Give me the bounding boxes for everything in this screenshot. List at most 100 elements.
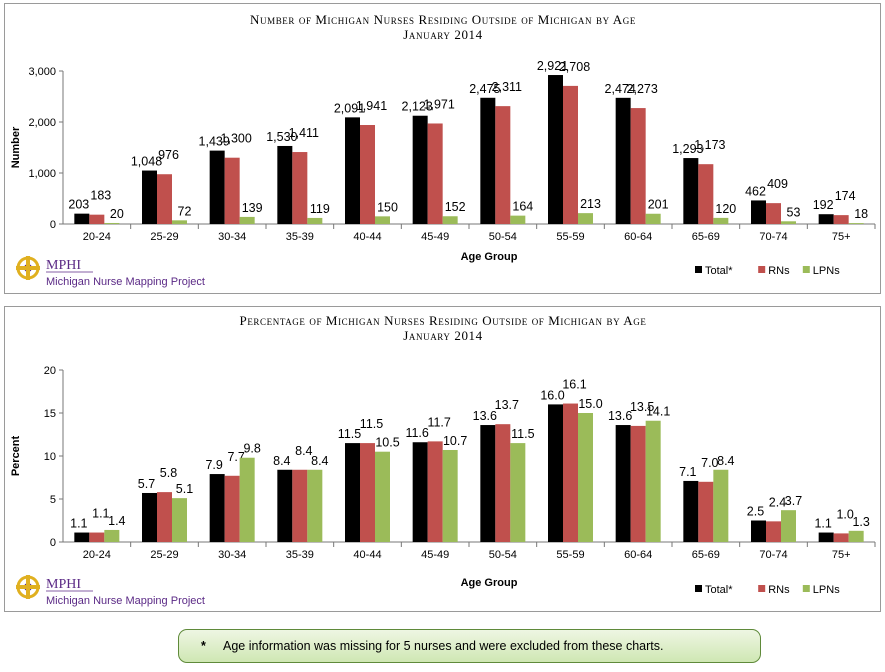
bar-total <box>142 170 157 224</box>
bar-rns <box>360 443 375 542</box>
data-label: 1,293 <box>672 142 703 156</box>
data-label: 1,971 <box>424 97 455 111</box>
data-label: 3.7 <box>785 494 802 508</box>
bar-lpns <box>307 217 323 224</box>
data-label: 2,475 <box>469 82 500 96</box>
data-label: 203 <box>68 198 89 212</box>
bar-rns <box>698 164 714 224</box>
data-label: 192 <box>813 198 834 212</box>
footnote-box: * Age information was missing for 5 nurs… <box>178 629 761 663</box>
bar-rns <box>292 152 308 224</box>
x-tick-label: 35-39 <box>286 549 314 561</box>
x-tick-label: 20-24 <box>83 549 111 561</box>
data-label: 976 <box>158 148 179 162</box>
bar-rns <box>427 441 443 542</box>
legend-swatch <box>758 266 766 273</box>
data-label: 2,273 <box>627 82 658 96</box>
footnote-text: Age information was missing for 5 nurses… <box>223 639 664 653</box>
y-tick-label: 1,000 <box>28 168 56 180</box>
data-label: 8.4 <box>273 454 290 468</box>
logo-name: MPHI <box>46 258 81 273</box>
data-label: 152 <box>445 200 466 214</box>
data-label: 139 <box>242 201 263 215</box>
x-tick-label: 65-69 <box>692 231 720 243</box>
x-tick-label: 20-24 <box>83 231 111 243</box>
x-tick-label: 45-49 <box>421 549 449 561</box>
bar-lpns <box>307 469 323 542</box>
bar-lpns <box>375 216 390 224</box>
bar-lpns <box>375 451 390 542</box>
bar-total <box>345 443 360 542</box>
data-label: 13.6 <box>473 409 497 423</box>
data-label: 2,474 <box>605 82 636 96</box>
x-tick-label: 70-74 <box>759 231 787 243</box>
bar-lpns <box>578 213 593 224</box>
bar-rns <box>630 425 646 542</box>
data-label: 213 <box>580 197 601 211</box>
bar-lpns <box>848 530 864 542</box>
bar-lpns <box>781 221 796 224</box>
y-tick-label: 15 <box>44 408 56 420</box>
data-label: 18 <box>854 207 868 221</box>
x-tick-label: 30-34 <box>218 549 246 561</box>
data-label: 1.1 <box>70 517 87 531</box>
bar-lpns <box>510 215 526 224</box>
legend-label: RNs <box>768 265 790 277</box>
bar-total <box>818 532 834 542</box>
data-label: 15.0 <box>578 397 602 411</box>
bar-total <box>209 150 225 224</box>
bar-total <box>751 520 766 542</box>
bar-lpns <box>172 220 187 224</box>
count-chart: Number of Michigan Nurses Residing Outsi… <box>10 12 876 288</box>
x-tick-label: 55-59 <box>556 231 584 243</box>
bar-rns <box>766 203 781 224</box>
logo-subtitle: Michigan Nurse Mapping Project <box>46 595 205 607</box>
logo-subtitle: Michigan Nurse Mapping Project <box>46 276 205 288</box>
logo-name: MPHI <box>46 577 81 592</box>
bar-rns <box>360 125 375 224</box>
bar-lpns <box>713 217 729 224</box>
data-label: 1,173 <box>694 138 725 152</box>
data-label: 20 <box>110 207 124 221</box>
data-label: 9.8 <box>243 442 260 456</box>
data-label: 7.0 <box>701 456 718 470</box>
bar-total <box>480 97 496 224</box>
bar-lpns <box>510 443 526 542</box>
x-tick-label: 70-74 <box>759 549 787 561</box>
bar-rns <box>766 521 781 542</box>
chart-title-line-1: Number of Michigan Nurses Residing Outsi… <box>250 12 636 27</box>
bar-total <box>345 117 360 224</box>
bar-lpns <box>442 449 458 542</box>
bar-lpns <box>848 223 864 224</box>
legend-label: Total* <box>705 584 733 596</box>
bar-lpns <box>645 420 661 542</box>
data-label: 1.3 <box>852 515 869 529</box>
mphi-logo-icon: MPHI Michigan Nurse Mapping Project <box>16 575 205 607</box>
legend-label: Total* <box>705 265 733 277</box>
data-label: 8.4 <box>311 454 328 468</box>
data-label: 120 <box>715 202 736 216</box>
data-label: 164 <box>512 200 533 214</box>
legend-swatch <box>695 585 702 592</box>
x-tick-label: 30-34 <box>218 231 246 243</box>
footnote-marker: * <box>201 639 206 653</box>
bar-total <box>209 474 225 542</box>
bar-lpns <box>104 529 120 542</box>
bar-total <box>818 214 834 224</box>
bar-rns <box>157 492 172 542</box>
logo-bar-v <box>26 575 30 599</box>
bar-rns <box>495 106 511 224</box>
data-label: 2.5 <box>747 505 764 519</box>
bar-total <box>683 158 699 224</box>
x-axis-title: Age Group <box>461 577 518 589</box>
x-tick-label: 50-54 <box>489 231 517 243</box>
data-label: 2,311 <box>492 80 522 94</box>
legend-label: RNs <box>768 584 790 596</box>
bar-total <box>683 480 699 542</box>
bar-total <box>412 442 428 542</box>
bar-total <box>615 425 631 542</box>
chart-panel-percent: Percentage of Michigan Nurses Residing O… <box>4 306 881 612</box>
data-label: 174 <box>835 189 856 203</box>
data-label: 5.1 <box>176 482 193 496</box>
bar-total <box>142 492 157 542</box>
